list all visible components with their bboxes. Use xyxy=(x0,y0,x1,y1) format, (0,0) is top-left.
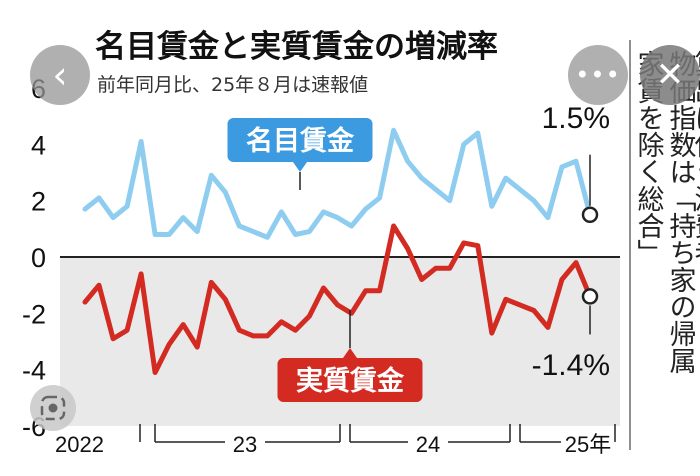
series-line xyxy=(82,127,593,240)
series-nominal-wage: 1.5% 名目賃金 xyxy=(82,102,610,240)
series-layer: 1.5% 名目賃金 -1.4% 実質賃金 xyxy=(82,102,610,402)
x-tick-label: 24 xyxy=(416,432,440,457)
y-tick-label: -4 xyxy=(22,356,46,386)
end-value-label: -1.4% xyxy=(532,349,610,382)
series-badge xyxy=(277,358,423,402)
close-button[interactable]: ✕ xyxy=(640,45,700,105)
end-point-marker xyxy=(581,206,599,223)
y-tick-label: 0 xyxy=(31,243,46,273)
lens-search-button[interactable] xyxy=(30,385,76,431)
lens-icon xyxy=(40,395,66,421)
y-tick-label: 2 xyxy=(31,187,46,217)
series-badge-pointer xyxy=(293,162,307,172)
y-tick-label: -2 xyxy=(22,299,46,329)
x-tick-label: 25年 xyxy=(565,432,611,457)
side-note-column: 算出に使う消費者 xyxy=(690,50,700,266)
x-axis: 2022 23 24 25年 xyxy=(55,424,616,457)
x-tick-label: 23 xyxy=(233,432,257,457)
x-tick-label: 2022 xyxy=(55,432,104,457)
chart-title: 名目賃金と実質賃金の増減率 xyxy=(95,29,498,65)
series-real-wage: -1.4% 実質賃金 xyxy=(82,223,610,402)
series-line xyxy=(82,223,593,375)
close-icon: ✕ xyxy=(655,55,685,95)
end-value-label: 1.5% xyxy=(542,102,610,135)
series-badge xyxy=(227,118,373,162)
more-dots-icon: ••• xyxy=(575,61,621,89)
y-tick-label: 4 xyxy=(31,130,46,160)
chevron-left-icon: ‹ xyxy=(52,53,68,97)
series-badge-pointer xyxy=(343,348,357,358)
end-point-marker xyxy=(581,288,599,305)
series-name-label: 名目賃金 xyxy=(246,125,355,157)
back-button[interactable]: ‹ xyxy=(30,45,90,105)
chart-subtitle: 前年同月比、25年８月は速報値 xyxy=(97,74,368,96)
more-options-button[interactable]: ••• xyxy=(568,45,628,105)
series-name-label: 実質賃金 xyxy=(296,365,405,397)
side-note: 家賃を除く総合」物価指数は「持ち家の帰属算出に使う消費者注）実質賃金の xyxy=(633,50,700,374)
